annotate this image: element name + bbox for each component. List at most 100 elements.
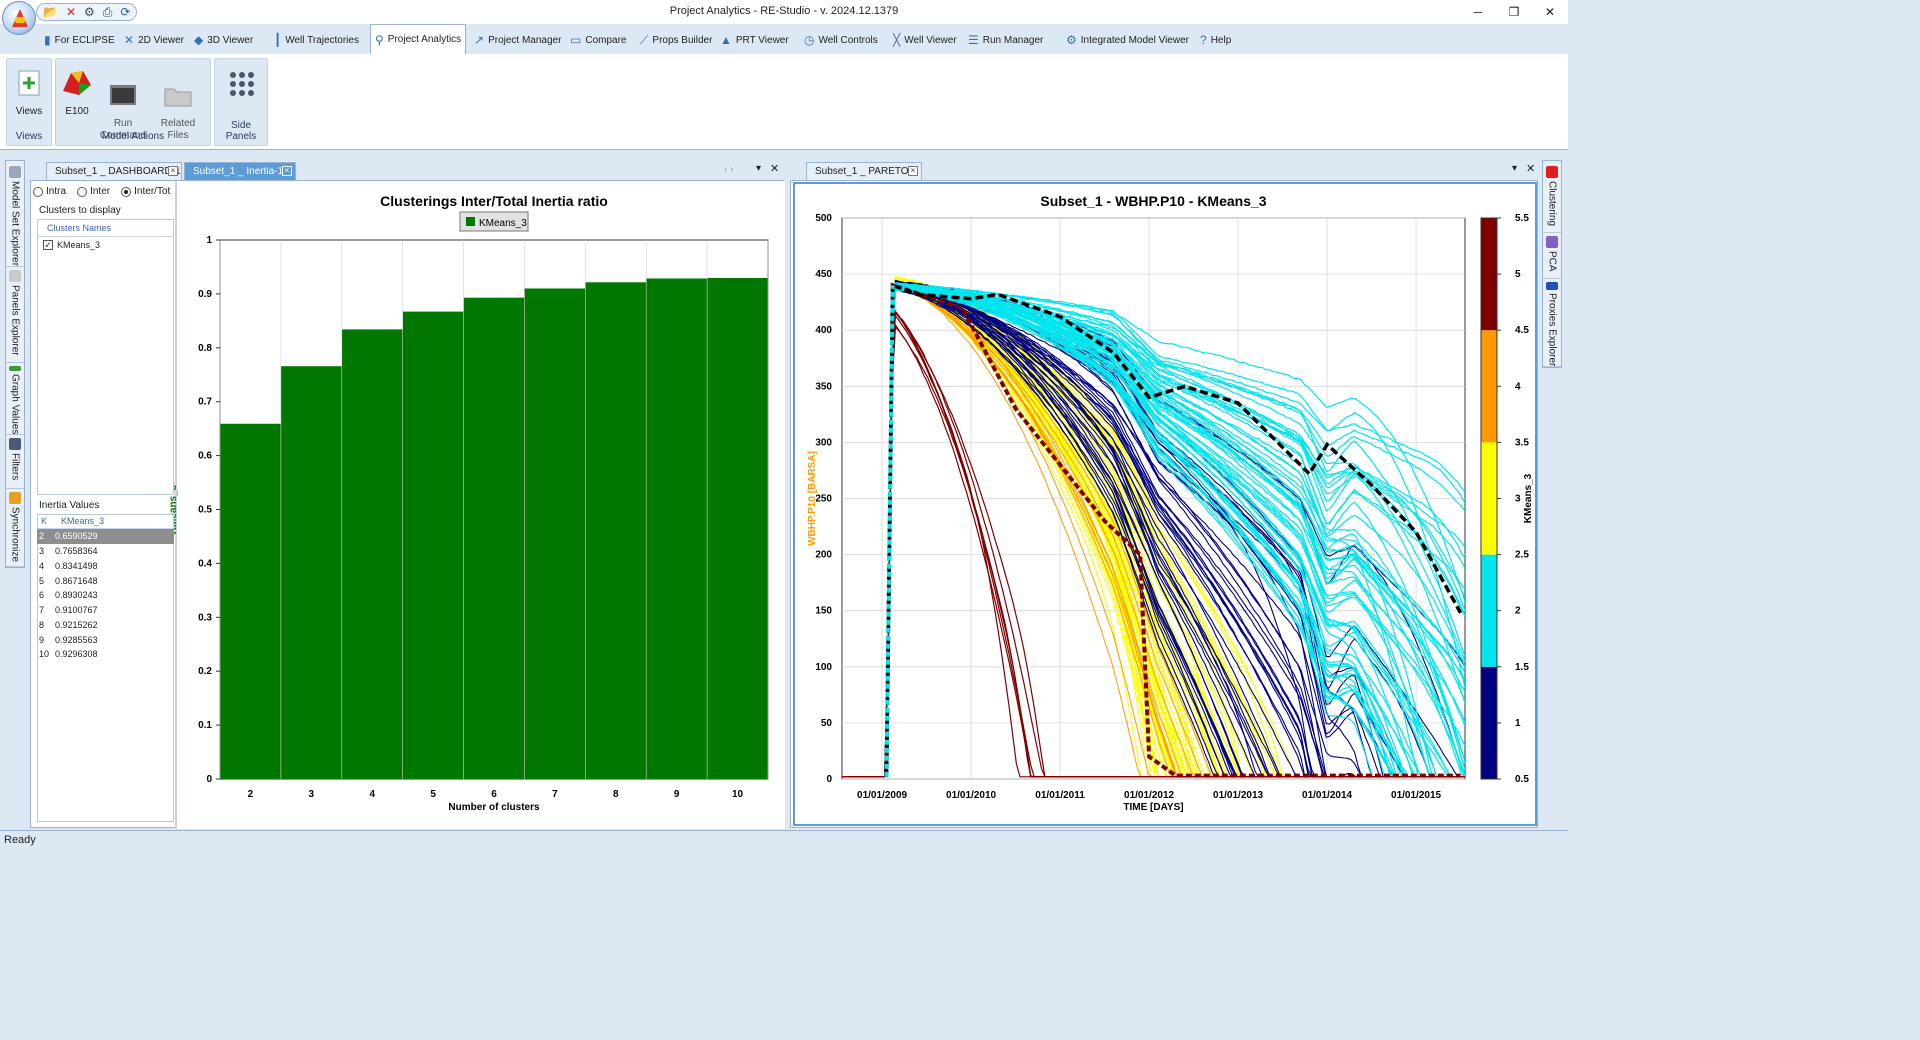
x-axis-label: Number of clusters	[448, 802, 540, 813]
y-tick-label: 0.1	[198, 720, 212, 731]
radio-inter-total[interactable]: Inter/Tot	[121, 186, 170, 197]
side-tab-clustering[interactable]: Clustering	[1543, 163, 1561, 233]
tab-label: Compare	[585, 34, 627, 46]
side-tab-pca[interactable]: PCA	[1543, 233, 1561, 279]
minimize-button[interactable]: ─	[1473, 5, 1483, 19]
side-tab-label: Synchronize	[9, 507, 21, 563]
tab-label: 2D Viewer	[138, 34, 185, 46]
side-tab-label: Panels Explorer	[9, 285, 21, 356]
pane-splitter[interactable]	[785, 180, 789, 828]
bar[interactable]	[220, 423, 281, 779]
bar[interactable]	[280, 366, 342, 779]
bar[interactable]	[463, 297, 525, 779]
table-row[interactable]: 10 0.9296308	[37, 647, 174, 662]
tab-well-controls[interactable]: ◷ Well Controls	[804, 28, 878, 52]
radio-inter[interactable]: Inter	[77, 186, 110, 197]
open-folder-icon[interactable]: 📂	[43, 5, 58, 19]
side-splitter	[175, 181, 177, 829]
bar[interactable]	[402, 311, 464, 779]
doc-tab-subset-1-inertia-1[interactable]: Subset_1 _ Inertia-1 ×	[184, 162, 296, 180]
y-tick-label: 150	[815, 606, 832, 617]
y-axis-label: WBHP.P10 [BARSA]	[807, 451, 818, 546]
tab-well-trajectories[interactable]: ┃ Well Trajectories	[274, 28, 359, 52]
table-row[interactable]: 5 0.8671648	[37, 573, 174, 588]
project-analytics-icon: ⚲	[375, 32, 384, 47]
bar[interactable]	[707, 277, 768, 779]
app-menu-button[interactable]	[2, 1, 36, 35]
bar[interactable]	[524, 288, 586, 779]
close-tab-icon[interactable]: ×	[282, 166, 292, 176]
bar[interactable]	[646, 278, 708, 779]
tab-menu-icon[interactable]: ▾	[756, 163, 762, 174]
y-tick-label: 400	[815, 325, 832, 336]
inertia-mode-radios: Intra Inter Inter/Tot	[33, 186, 178, 200]
2d-viewer-icon: ✕	[124, 33, 135, 47]
x-tick-label: 3	[309, 789, 315, 800]
tab-project-manager[interactable]: ↗ Project Manager	[474, 28, 561, 52]
radio-intra[interactable]: Intra	[33, 186, 66, 197]
table-row[interactable]: 4 0.8341498	[37, 559, 174, 574]
side-tab-panels-explorer[interactable]: Panels Explorer	[6, 267, 24, 363]
side-tab-model-set-explorer[interactable]: Model Set Explorer	[6, 163, 24, 267]
tab-run-manager[interactable]: ☰ Run Manager	[968, 28, 1043, 52]
row-value: 0.7658364	[55, 546, 98, 557]
table-row[interactable]: 8 0.9215262	[37, 618, 174, 633]
bar[interactable]	[341, 329, 403, 779]
bar[interactable]	[585, 282, 647, 779]
tab-3d-viewer[interactable]: ◆ 3D Viewer	[194, 28, 253, 52]
refresh-icon[interactable]: ⟳	[120, 5, 131, 19]
tab-2d-viewer[interactable]: ✕ 2D Viewer	[124, 28, 184, 52]
close-tab-icon[interactable]: ×	[908, 166, 918, 176]
table-row[interactable]: 6 0.8930243	[37, 588, 174, 603]
save-icon[interactable]: ⎙	[102, 5, 113, 19]
doc-tab-subset-1-pareto-1[interactable]: Subset_1 _ PARETO-1 ×	[806, 162, 922, 180]
tab-scroll-icon[interactable]: ‹ ›	[724, 164, 734, 175]
right-tab-menu-icon[interactable]: ▾	[1512, 163, 1518, 174]
e100-button[interactable]: E100	[58, 63, 96, 118]
y-tick-label: 300	[815, 437, 832, 448]
well-viewer-icon: ╳	[893, 33, 901, 47]
tab-label: Well Viewer	[904, 34, 957, 46]
colorbar-label: KMeans_3	[1523, 473, 1534, 523]
side-tab-synchronize[interactable]: Synchronize	[6, 489, 24, 567]
table-row[interactable]: 7 0.9100767	[37, 603, 174, 618]
eclipse-icon: ▮	[44, 33, 51, 47]
cluster-checkbox[interactable]: ✓	[43, 240, 53, 250]
table-row[interactable]: 2 0.6590529	[37, 529, 174, 544]
line-chart-title: Subset_1 - WBHP.P10 - KMeans_3	[1040, 193, 1266, 209]
close-window-button[interactable]: ✕	[1544, 5, 1556, 19]
run-command-button[interactable]: Run Command	[98, 63, 148, 154]
table-row[interactable]: 3 0.7658364	[37, 544, 174, 559]
right-pane-close-icon[interactable]: ✕	[1526, 163, 1536, 175]
tab-project-analytics[interactable]: ⚲ Project Analytics	[370, 24, 467, 54]
table-row[interactable]: 9 0.9285563	[37, 632, 174, 647]
doc-tab-subset-1-dashboard-1[interactable]: Subset_1 _ DASHBOARD-1 ×	[46, 162, 182, 180]
close-tab-icon[interactable]: ×	[168, 166, 178, 176]
tab-for-eclipse[interactable]: ▮ For ECLIPSE	[44, 28, 115, 52]
pane-close-icon[interactable]: ✕	[770, 163, 780, 175]
tab-prt-viewer[interactable]: ▲ PRT Viewer	[720, 28, 789, 52]
y-tick-label: 0.7	[198, 397, 212, 408]
side-tab-proxies-explorer[interactable]: Proxies Explorer	[1543, 279, 1561, 367]
tab-compare[interactable]: ▭ Compare	[570, 28, 626, 52]
tab-well-viewer[interactable]: ╳ Well Viewer	[893, 28, 957, 52]
close-icon[interactable]: ✕	[65, 5, 77, 19]
tab-integrated-model-viewer[interactable]: ⚙ Integrated Model Viewer	[1066, 28, 1189, 52]
tab-help[interactable]: ? Help	[1200, 28, 1231, 52]
tab-props-builder[interactable]: ⟋ Props Builder	[640, 28, 712, 52]
y-tick-label: 350	[815, 381, 832, 392]
settings-icon[interactable]: ⚙	[84, 5, 95, 19]
row-value: 0.8341498	[55, 560, 98, 571]
related-files-button[interactable]: Related Files	[152, 63, 204, 154]
colorbar-band	[1481, 666, 1497, 779]
restore-button[interactable]: ❐	[1508, 5, 1520, 19]
colorbar-band	[1481, 330, 1497, 443]
views-button[interactable]: Views	[7, 63, 51, 118]
side-panels-button[interactable]	[217, 63, 267, 106]
series-group	[842, 275, 1465, 778]
cluster-item[interactable]: ✓ KMeans_3	[38, 237, 173, 253]
radio-intra-dot	[33, 186, 43, 197]
side-tab-graph-values[interactable]: Graph Values	[6, 363, 24, 435]
side-tab-filters[interactable]: Filters	[6, 435, 24, 489]
left-side-panel-tabs: Model Set Explorer Panels Explorer Graph V…	[5, 160, 25, 568]
